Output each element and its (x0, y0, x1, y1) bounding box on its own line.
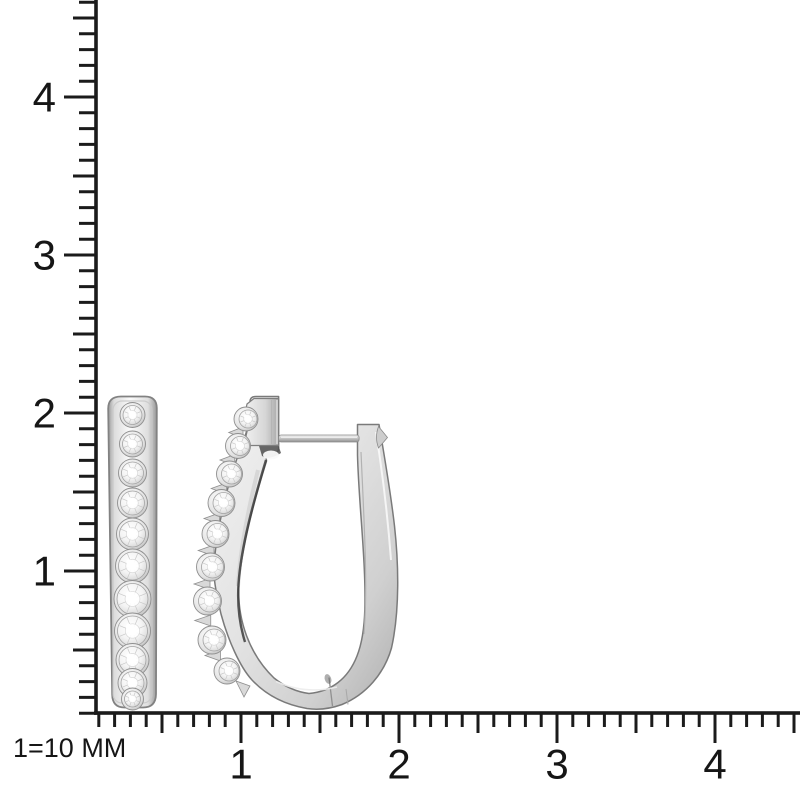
diamond-facets (122, 492, 143, 514)
diamond-facets (231, 437, 249, 455)
vertical-ruler-label: 1 (33, 548, 56, 595)
diamond-facets (204, 630, 224, 650)
diamond-sparkle (128, 439, 132, 444)
diamond-sparkle (204, 595, 209, 601)
diamond-facets (208, 524, 227, 544)
earring-side-view (192, 395, 399, 710)
diamond-facets (118, 585, 147, 613)
vertical-ruler-label: 2 (33, 390, 56, 437)
post-catch-nub (376, 425, 389, 449)
latch-curl-highlight (263, 450, 279, 460)
diamond-sparkle (235, 441, 240, 446)
earring-front-view (107, 395, 158, 711)
diamond-sparkle (128, 410, 133, 415)
diamond-sparkle (125, 623, 132, 630)
diamond-sparkle (243, 414, 248, 419)
diamond-sparkle (127, 467, 132, 473)
diamond-sparkle (128, 695, 133, 699)
scale-note-label: 1=10 MM (13, 733, 126, 763)
vertical-ruler: 4 3 2 1 (33, 0, 98, 715)
diamond-sparkle (224, 666, 229, 671)
diamond-facets (125, 692, 140, 706)
hoop-right-inner-line (360, 451, 367, 635)
horizontal-ruler-label: 4 (703, 741, 726, 788)
diamond-sparkle (227, 469, 231, 474)
hinge-notch (324, 674, 332, 684)
horizontal-ruler: 1 2 3 4 (94, 711, 800, 788)
diamond-facets (122, 463, 143, 483)
hoop-stones (193, 406, 259, 685)
horizontal-ruler-label: 2 (387, 741, 410, 788)
diamond-facets (222, 465, 241, 483)
diamond-facets (240, 411, 256, 427)
vertical-ruler-line (94, 0, 98, 715)
hoop-bottom-highlight (275, 680, 338, 691)
diamond-facets (120, 648, 145, 672)
diamond-facets (124, 406, 141, 424)
diamond-facets (220, 662, 238, 680)
diamond-facets (120, 553, 145, 579)
diamond-facets (199, 591, 220, 611)
vertical-ruler-label: 4 (33, 74, 56, 121)
diamond-sparkle (212, 528, 217, 534)
diamond-sparkle (125, 591, 132, 598)
hoop-inner-dark-edge (236, 459, 268, 643)
prong-cusp (193, 614, 212, 627)
diamond-facets (214, 493, 233, 513)
hoop-bottom-prong (235, 680, 251, 698)
front-bar-stones (113, 402, 152, 711)
diamond-facets (119, 617, 146, 645)
earring-post (278, 434, 360, 443)
diamond-sparkle (209, 634, 214, 640)
diamond-facets (123, 435, 142, 453)
horizontal-ruler-label: 3 (545, 741, 568, 788)
diamond-sparkle (126, 559, 132, 565)
diamond-sparkle (126, 527, 132, 533)
diamond-sparkle (126, 653, 132, 659)
vertical-ruler-label: 3 (33, 232, 56, 279)
diamond-sparkle (218, 497, 223, 503)
hinge-seam-2 (345, 688, 349, 705)
horizontal-ruler-label: 1 (229, 741, 252, 788)
diamond-sparkle (127, 677, 132, 683)
diamond-sparkle (207, 561, 212, 567)
diamond-facets (121, 522, 144, 546)
diamond-facets (202, 557, 223, 577)
diamond-sparkle (127, 497, 132, 503)
